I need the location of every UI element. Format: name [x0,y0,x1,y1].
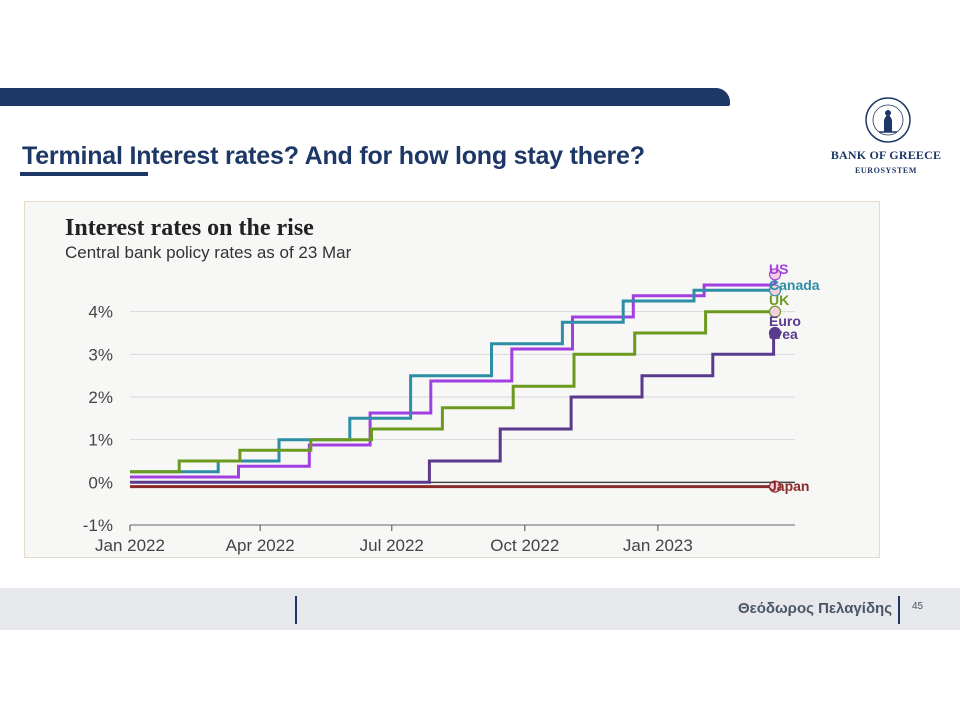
bank-of-greece-logo: BANK OF GREECE EUROSYSTEM [826,96,946,180]
series-end-marker-japan [768,480,782,493]
series-end-marker-us [768,268,782,281]
x-tick-label: Oct 2022 [490,536,559,555]
header-band [0,88,730,106]
footer-divider [898,596,900,624]
series-label-euro-area: area [769,326,798,342]
series-end-marker-canada [768,284,782,297]
y-tick-label: 1% [88,431,113,450]
series-label-us: US [769,261,788,277]
chart-panel: Interest rates on the rise Central bank … [24,201,880,558]
slide-title: Terminal Interest rates? And for how lon… [22,142,645,170]
series-label-uk: UK [769,292,789,308]
footer-author: Θεόδωρος Πελαγίδης [737,600,892,617]
y-tick-label: -1% [83,516,113,535]
x-tick-label: Jan 2023 [623,536,693,555]
chart-title: Interest rates on the rise [65,215,314,241]
x-tick-label: Jan 2022 [95,536,165,555]
series-label-canada: Canada [769,277,820,293]
chart-subtitle: Central bank policy rates as of 23 Mar [65,243,352,262]
series-line-canada [130,288,775,474]
y-tick-label: 4% [88,303,113,322]
y-tick-label: 2% [88,388,113,407]
series-end-marker-euro-area [768,326,782,340]
series-layer [130,268,782,493]
grid-layer: -1% 0% 1% 2% 3% 4% Jan 2022 Apr 2022 Jul 2022 Oct… [83,303,795,555]
footer-band [0,588,960,630]
title-underline [20,172,148,176]
series-line-uk [130,310,775,474]
logo-subtitle: EUROSYSTEM [854,166,917,175]
series-line-euro-area [130,331,776,484]
bank-seal-icon [865,97,911,143]
logo-name: BANK OF GREECE [830,148,942,162]
footer-divider [295,596,297,624]
series-line-us [130,274,777,479]
x-tick-label: Jul 2022 [360,536,424,555]
series-end-marker-uk [768,305,782,318]
y-tick-label: 3% [88,345,113,364]
y-tick-label: 0% [88,473,113,492]
page-number: 45 [912,601,924,612]
series-label-japan: Japan [769,478,809,494]
x-tick-label: Apr 2022 [226,536,295,555]
series-label-euro-area: Euro [769,313,801,329]
interest-rate-chart: Interest rates on the rise Central bank … [65,215,820,555]
